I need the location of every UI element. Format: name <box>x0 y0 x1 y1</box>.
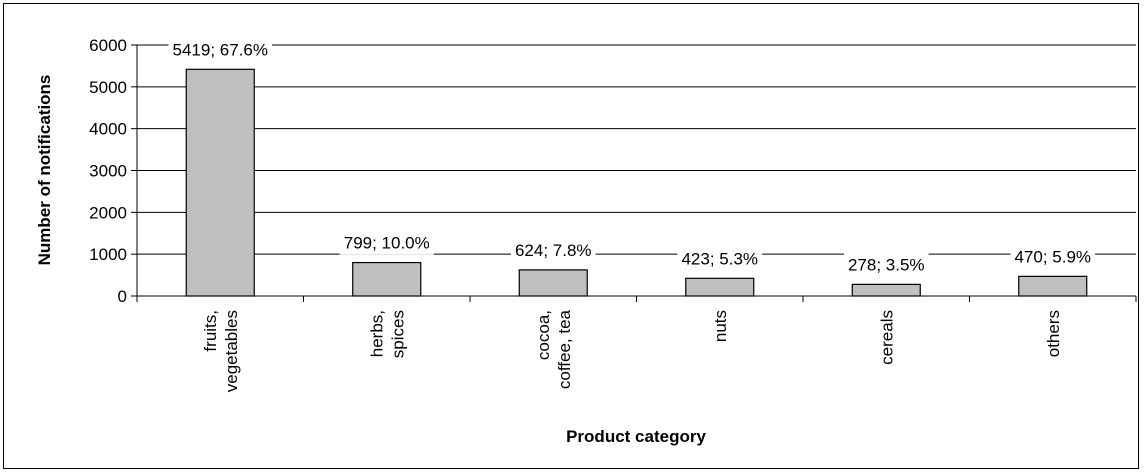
y-tick-label: 1000 <box>89 245 127 264</box>
x-axis-title: Product category <box>566 427 706 446</box>
y-tick-label: 5000 <box>89 78 127 97</box>
data-label: 278; 3.5% <box>848 255 925 274</box>
y-tick-label: 2000 <box>89 203 127 222</box>
category-label-line: cocoa, <box>534 310 553 360</box>
y-tick-label: 6000 <box>89 36 127 55</box>
bar <box>1018 275 1088 297</box>
category-label-line: nuts <box>711 310 730 342</box>
category-label: fruits, vegetables <box>201 310 241 392</box>
category-label: cereals <box>877 310 896 365</box>
category-label-line: spices <box>388 310 407 358</box>
y-tick-label: 4000 <box>89 120 127 139</box>
data-label: 423; 5.3% <box>681 249 758 268</box>
y-tick-labels: 0 1000 2000 3000 4000 5000 6000 <box>89 36 127 306</box>
y-tick-label: 3000 <box>89 162 127 181</box>
y-tick-label: 0 <box>118 287 127 306</box>
data-label-background <box>510 238 596 262</box>
category-label-line: coffee, tea <box>555 309 574 389</box>
category-label-line: cereals <box>877 310 896 365</box>
gridlines <box>137 44 1136 255</box>
y-axis-title: Number of notifications <box>35 75 54 266</box>
category-label: cocoa, coffee, tea <box>534 309 574 389</box>
category-label-line: fruits, <box>201 310 220 352</box>
data-label-background <box>168 38 272 62</box>
data-labels: 5419; 67.6% 799; 10.0% 624; 7.8% 423; 5.3% 2… <box>168 38 1096 277</box>
data-label: 470; 5.9% <box>1014 247 1091 266</box>
bars <box>185 68 1088 297</box>
bar <box>185 68 255 297</box>
bar <box>851 283 921 297</box>
data-label: 624; 7.8% <box>515 241 592 260</box>
category-label: herbs, spices <box>367 310 407 358</box>
data-label-background <box>843 253 929 277</box>
category-label-line: vegetables <box>222 310 241 392</box>
data-label: 5419; 67.6% <box>173 40 268 59</box>
axes <box>131 44 1137 302</box>
data-label-background <box>1010 245 1096 269</box>
category-label-line: herbs, <box>367 310 386 357</box>
category-labels: fruits, vegetables herbs, spices cocoa, coffe… <box>201 309 1063 392</box>
category-label-line: others <box>1044 310 1063 357</box>
data-label-background <box>339 231 434 255</box>
bar <box>685 277 755 297</box>
category-label: nuts <box>711 310 730 342</box>
data-label: 799; 10.0% <box>344 234 430 253</box>
category-label: others <box>1044 310 1063 357</box>
bar <box>352 261 422 297</box>
bar <box>518 269 588 297</box>
data-label-background <box>677 247 763 271</box>
